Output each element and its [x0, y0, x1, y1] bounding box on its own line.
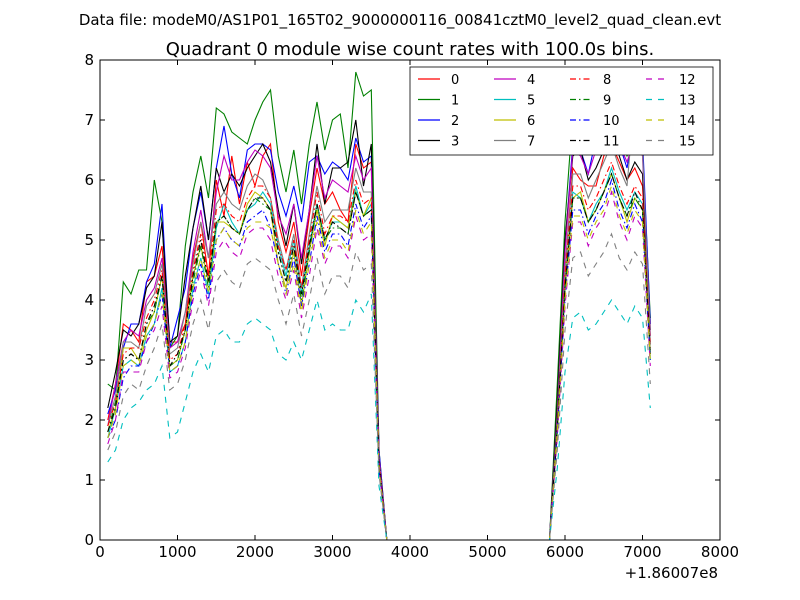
- series-line-15: [107, 232, 651, 541]
- legend-label-2: 2: [451, 114, 459, 129]
- x-tick-label: 7000: [623, 543, 661, 561]
- legend-label-6: 6: [527, 114, 535, 129]
- y-tick-label: 0: [84, 531, 94, 549]
- series-line-14: [107, 184, 651, 541]
- x-tick-label: 4000: [391, 543, 429, 561]
- x-tick-label: 2000: [236, 543, 274, 561]
- series-line-12: [107, 190, 651, 541]
- series-line-13: [107, 293, 651, 541]
- y-tick-label: 6: [84, 171, 94, 189]
- series-line-11: [107, 172, 651, 541]
- x-tick-label: 1000: [158, 543, 196, 561]
- y-tick-label: 7: [84, 111, 94, 129]
- ticks-layer: 0 1000 2000 3000 4000 5000 6000 7000 80000123456…: [84, 51, 739, 561]
- chart-title: Quadrant 0 module wise count rates with …: [166, 39, 655, 60]
- y-tick-label: 5: [84, 231, 94, 249]
- legend-label-7: 7: [527, 135, 535, 150]
- x-tick-label: 6000: [546, 543, 584, 561]
- legend-label-11: 11: [603, 135, 620, 150]
- legend-label-8: 8: [603, 73, 611, 88]
- y-tick-label: 3: [84, 351, 94, 369]
- series-layer: [107, 71, 651, 541]
- legend-label-5: 5: [527, 94, 535, 109]
- legend-label-3: 3: [451, 135, 459, 150]
- y-tick-label: 1: [84, 471, 94, 489]
- legend-label-12: 12: [679, 73, 696, 88]
- x-tick-label: 0: [95, 543, 105, 561]
- legend-label-13: 13: [679, 94, 696, 109]
- y-tick-label: 4: [84, 291, 94, 309]
- legend-label-10: 10: [603, 114, 620, 129]
- series-line-6: [107, 172, 651, 541]
- series-line-7: [107, 95, 651, 541]
- legend-label-14: 14: [679, 114, 696, 129]
- suptitle: Data file: modeM0/AS1P01_165T02_90000001…: [79, 11, 721, 30]
- x-tick-label: 8000: [701, 543, 739, 561]
- legend-label-0: 0: [451, 73, 459, 88]
- legend-label-15: 15: [679, 135, 696, 150]
- legend-label-9: 9: [603, 94, 611, 109]
- x-tick-label: 3000: [313, 543, 351, 561]
- series-line-8: [107, 160, 651, 541]
- y-tick-label: 8: [84, 51, 94, 69]
- x-offset-label: +1.86007e8: [625, 564, 718, 582]
- legend-label-1: 1: [451, 94, 459, 109]
- y-tick-label: 2: [84, 411, 94, 429]
- legend-label-4: 4: [527, 73, 535, 88]
- x-tick-label: 5000: [468, 543, 506, 561]
